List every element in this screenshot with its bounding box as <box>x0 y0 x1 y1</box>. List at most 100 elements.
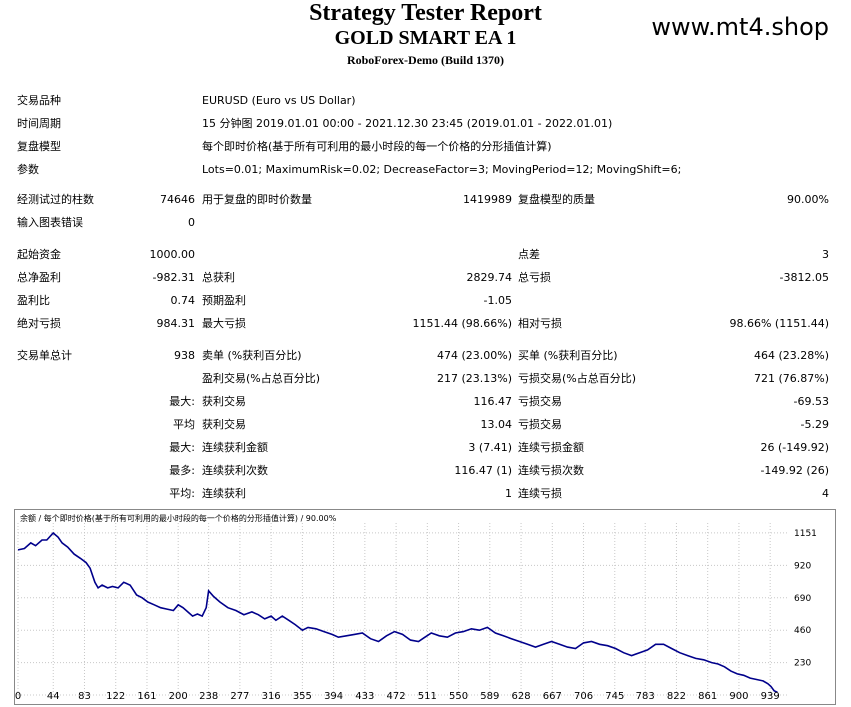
mismatch-label: 输入图表错误 <box>17 216 83 229</box>
gross-loss-label: 总亏损 <box>518 271 551 284</box>
largest-prefix: 最大: <box>169 395 195 408</box>
x-tick-label: 0 <box>14 691 22 702</box>
long-trades-label: 买单 (%获利百分比) <box>518 349 618 362</box>
avg-win-label: 获利交易 <box>202 418 246 431</box>
most-prefix: 最多: <box>169 464 195 477</box>
avg-win-value: 13.04 <box>480 418 513 431</box>
y-tick-label: 690 <box>794 594 811 604</box>
profit-factor-label: 盈利比 <box>17 294 50 307</box>
total-trades-label: 交易单总计 <box>17 349 72 362</box>
params-label: 参数 <box>17 163 39 176</box>
bars-label: 经测试过的柱数 <box>17 193 94 206</box>
x-tick-label: 822 <box>666 691 686 702</box>
loss-trades-label: 亏损交易(%占总百分比) <box>518 372 637 385</box>
bars-value: 74646 <box>160 193 195 206</box>
x-tick-label: 316 <box>261 691 281 702</box>
y-tick-label: 460 <box>794 626 811 636</box>
gross-profit-label: 总获利 <box>202 271 235 284</box>
max-drawdown-value: 1151.44 (98.66%) <box>412 317 512 330</box>
params-value: Lots=0.01; MaximumRisk=0.02; DecreaseFac… <box>202 163 682 176</box>
avg-cons-win-value: 1 <box>505 487 512 500</box>
max-cons-loss-value: 26 (-149.92) <box>760 441 829 454</box>
y-tick-label: 1151 <box>794 529 817 539</box>
x-tick-label: 628 <box>511 691 531 702</box>
quality-label: 复盘模型的质量 <box>518 193 595 206</box>
avg-cons-loss-value: 4 <box>822 487 829 500</box>
y-axis-labels: 230 460 690 920 1151 <box>794 529 817 669</box>
x-tick-label: 667 <box>542 691 562 702</box>
net-profit-value: -982.31 <box>152 271 195 284</box>
x-tick-label: 161 <box>137 691 157 702</box>
x-tick-label: 83 <box>78 691 91 702</box>
x-tick-label: 394 <box>324 691 344 702</box>
avg-loss-value: -5.29 <box>800 418 829 431</box>
chart-title: 余额 / 每个即时价格(基于所有可利用的最小时段的每一个价格的分形插值计算) /… <box>20 513 337 523</box>
win-trades-label: 盈利交易(%占总百分比) <box>202 372 321 385</box>
x-tick-label: 939 <box>760 691 780 702</box>
max-prefix: 最大: <box>169 441 195 454</box>
x-tick-label: 200 <box>168 691 188 702</box>
x-tick-label: 433 <box>355 691 375 702</box>
max-drawdown-label: 最大亏损 <box>202 317 246 330</box>
largest-loss-value: -69.53 <box>793 395 829 408</box>
profit-factor-value: 0.74 <box>170 294 196 307</box>
period-label: 时间周期 <box>17 117 61 130</box>
avg-loss-label: 亏损交易 <box>518 418 562 431</box>
symbol-value: EURUSD (Euro vs US Dollar) <box>202 94 356 107</box>
win-trades-value: 217 (23.13%) <box>436 372 512 385</box>
avgc-prefix: 平均: <box>169 487 195 500</box>
rel-drawdown-label: 相对亏损 <box>518 317 562 330</box>
model-value: 每个即时价格(基于所有可利用的最小时段的每一个价格的分形插值计算) <box>202 140 552 153</box>
expected-payoff-label: 预期盈利 <box>202 294 246 307</box>
deposit-value: 1000.00 <box>149 248 196 261</box>
spread-value: 3 <box>822 248 829 261</box>
avg-cons-loss-label: 连续亏损 <box>518 487 562 500</box>
gross-loss-value: -3812.05 <box>779 271 829 284</box>
abs-drawdown-label: 绝对亏损 <box>17 317 61 330</box>
x-tick-label: 900 <box>729 691 749 702</box>
ticks-value: 1419989 <box>463 193 512 206</box>
most-cons-loss-value: -149.92 (26) <box>760 464 829 477</box>
avg-cons-win-label: 连续获利 <box>202 487 246 500</box>
x-tick-label: 706 <box>573 691 594 702</box>
x-tick-label: 783 <box>635 691 655 702</box>
max-cons-win-label: 连续获利金额 <box>202 441 268 454</box>
largest-loss-label: 亏损交易 <box>518 395 562 408</box>
short-trades-value: 474 (23.00%) <box>436 349 512 362</box>
largest-win-label: 获利交易 <box>202 395 246 408</box>
x-tick-label: 861 <box>698 691 718 702</box>
deposit-label: 起始资金 <box>17 248 61 261</box>
report-title: Strategy Tester Report <box>309 0 542 26</box>
period-value: 15 分钟图 2019.01.01 00:00 - 2021.12.30 23:… <box>202 117 613 130</box>
x-tick-label: 44 <box>46 691 60 702</box>
x-tick-label: 238 <box>199 691 219 702</box>
loss-trades-value: 721 (76.87%) <box>753 372 829 385</box>
expected-payoff-value: -1.05 <box>483 294 512 307</box>
mismatch-value: 0 <box>188 216 195 229</box>
ticks-label: 用于复盘的即时价数量 <box>202 193 312 206</box>
x-tick-label: 550 <box>449 691 469 702</box>
most-cons-win-value: 116.47 (1) <box>454 464 512 477</box>
y-tick-label: 920 <box>794 561 811 571</box>
spread-label: 点差 <box>518 248 540 261</box>
chart-grid <box>17 523 787 696</box>
x-tick-label: 122 <box>106 691 126 702</box>
rel-drawdown-value: 98.66% (1151.44) <box>729 317 829 330</box>
balance-chart: 余额 / 每个即时价格(基于所有可利用的最小时段的每一个价格的分形插值计算) /… <box>14 509 836 705</box>
x-tick-label: 472 <box>386 691 406 702</box>
quality-value: 90.00% <box>787 193 829 206</box>
server-name: RoboForex-Demo (Build 1370) <box>346 53 505 67</box>
x-tick-label: 277 <box>230 691 250 702</box>
average-prefix: 平均 <box>173 418 195 431</box>
most-cons-loss-label: 连续亏损次数 <box>518 464 584 477</box>
short-trades-label: 卖单 (%获利百分比) <box>202 349 302 362</box>
most-cons-win-label: 连续获利次数 <box>202 464 268 477</box>
y-tick-label: 230 <box>794 659 811 669</box>
x-tick-label: 745 <box>605 691 625 702</box>
max-cons-win-value: 3 (7.41) <box>468 441 512 454</box>
x-tick-label: 589 <box>480 691 500 702</box>
gross-profit-value: 2829.74 <box>466 271 513 284</box>
site-watermark: www.mt4.shop <box>651 13 829 41</box>
long-trades-value: 464 (23.28%) <box>753 349 829 362</box>
abs-drawdown-value: 984.31 <box>156 317 196 330</box>
